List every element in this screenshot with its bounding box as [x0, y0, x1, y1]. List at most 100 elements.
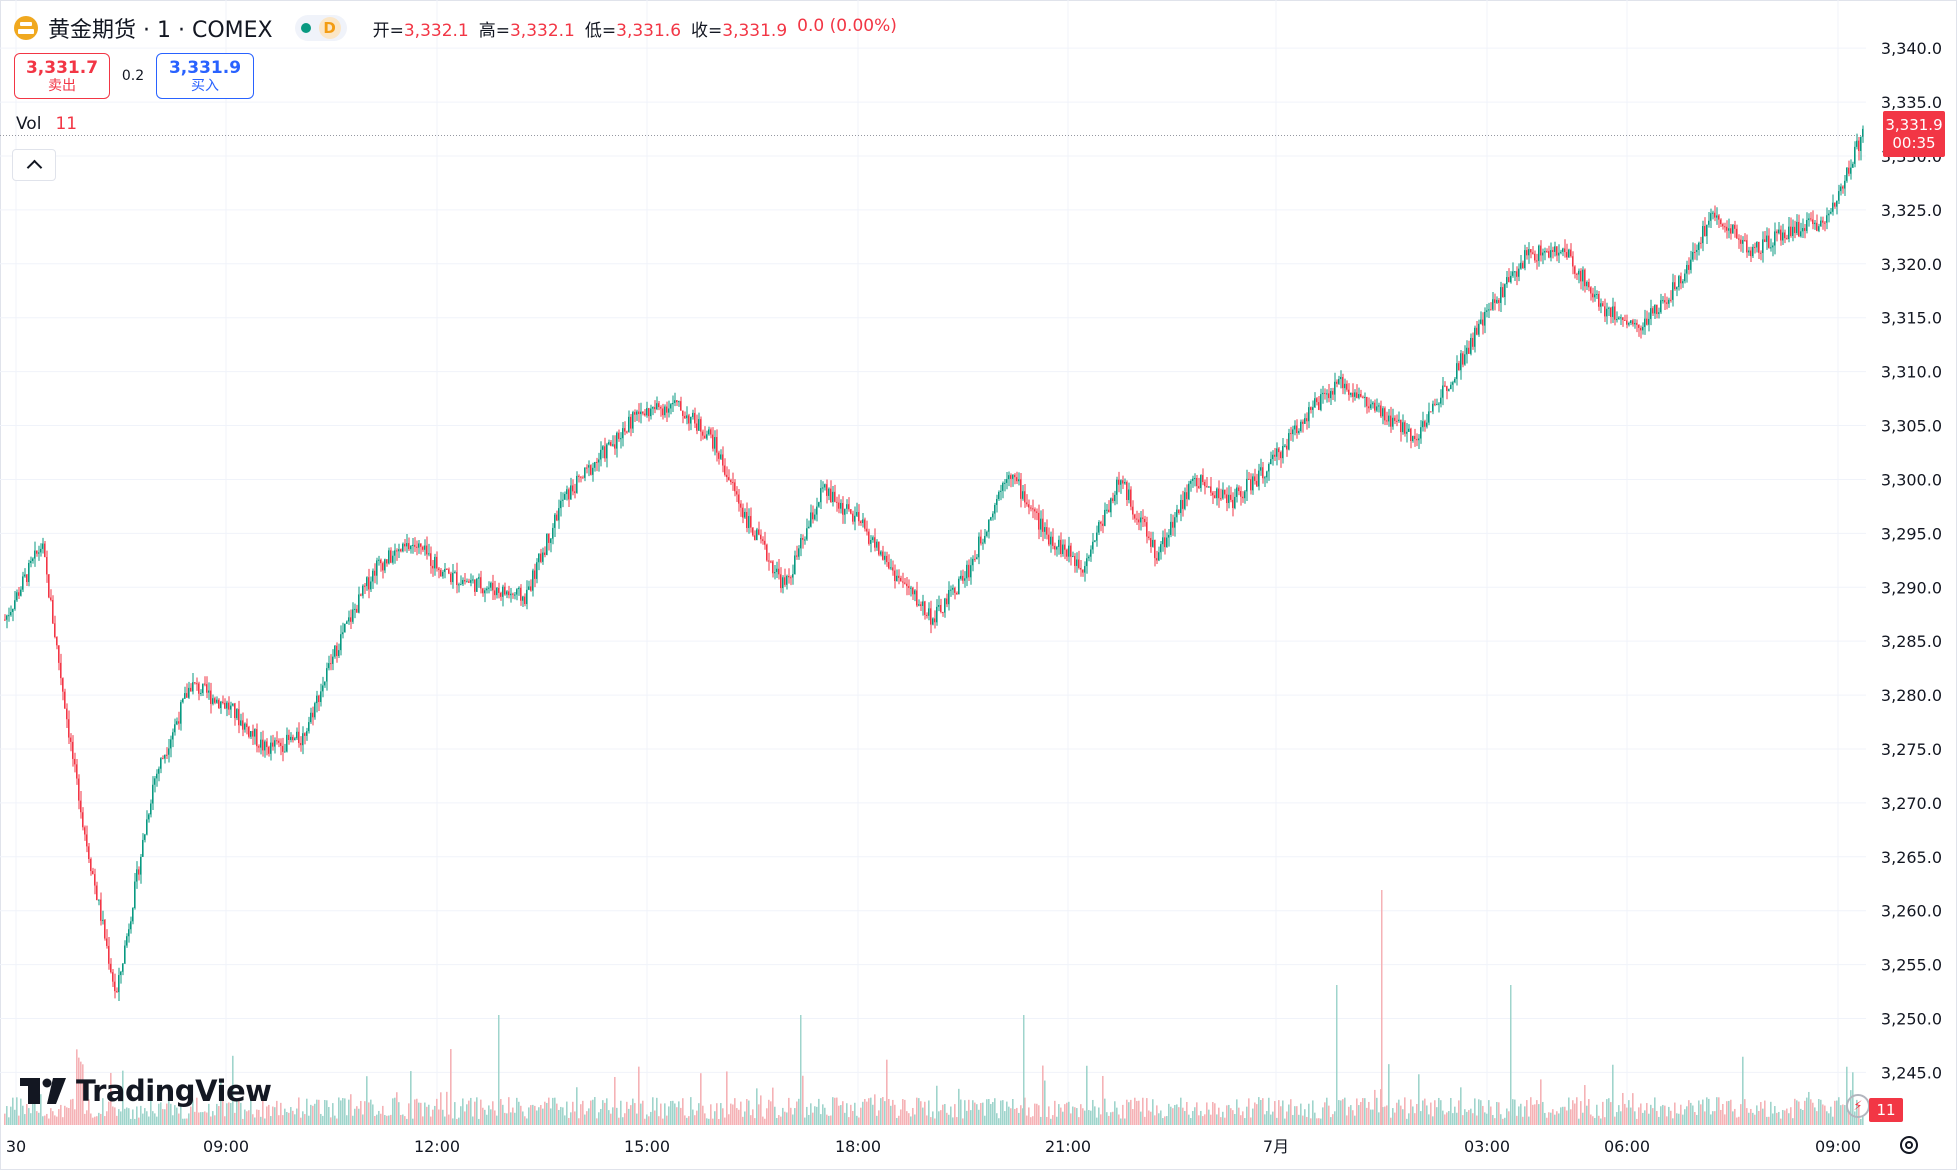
candle-body: [612, 444, 614, 446]
candle-body: [296, 731, 298, 739]
candle-body: [916, 590, 918, 606]
candle-body: [1398, 419, 1400, 422]
volume-bar: [524, 1116, 526, 1125]
candle-body: [726, 474, 728, 478]
volume-bar: [1548, 1112, 1550, 1125]
volume-bar: [1304, 1109, 1306, 1125]
candle-body: [1334, 381, 1336, 395]
candle-body: [534, 570, 536, 579]
symbol-title[interactable]: 黄金期货 · 1 · COMEX: [48, 18, 273, 43]
candle-body: [1156, 558, 1158, 561]
volume-bar: [194, 1111, 196, 1125]
candle-body: [1450, 384, 1452, 390]
candle-body: [740, 503, 742, 508]
candle-body: [440, 569, 442, 577]
candle-body: [324, 681, 326, 686]
volume-bar: [968, 1099, 970, 1125]
volume-bar: [1120, 1118, 1122, 1125]
candle-body: [1544, 251, 1546, 253]
volume-bar: [1360, 1101, 1362, 1125]
volume-bar: [1474, 1098, 1476, 1125]
volume-bar: [346, 1115, 348, 1125]
candle-body: [1566, 252, 1568, 258]
volume-bar: [1112, 1111, 1114, 1125]
candle-body: [354, 608, 356, 610]
candle-body: [1336, 381, 1338, 384]
volume-bar: [896, 1117, 898, 1125]
volume-bar: [1658, 1116, 1660, 1125]
candle-body: [562, 499, 564, 501]
candle-body: [1260, 467, 1262, 471]
candle-body: [432, 565, 434, 569]
volume-bar: [766, 1108, 768, 1125]
candle-body: [1320, 394, 1322, 410]
candle-body: [548, 533, 550, 543]
candle-body: [1484, 311, 1486, 326]
candle-body: [566, 489, 568, 495]
candle-body: [194, 682, 196, 684]
volume-bar: [836, 1097, 838, 1125]
volume-bar: [1482, 1105, 1484, 1125]
volume-bar: [258, 1109, 260, 1125]
volume-bar: [702, 1105, 704, 1125]
candle-body: [258, 746, 260, 748]
volume-bar: [168, 1098, 170, 1125]
candle-body: [932, 618, 934, 625]
data-delay-badge[interactable]: D: [318, 17, 341, 39]
volume-bar: [1760, 1102, 1762, 1125]
price-chart[interactable]: [0, 0, 1870, 1125]
collapse-legend-button[interactable]: [12, 149, 56, 181]
volume-bar: [1202, 1116, 1204, 1125]
candle-body: [674, 400, 676, 403]
volume-bar: [572, 1101, 574, 1125]
volume-bar: [504, 1112, 506, 1125]
volume-bar: [1742, 1056, 1744, 1125]
volume-bar: [134, 1118, 136, 1125]
candle-body: [1246, 478, 1248, 492]
candle-body: [500, 592, 502, 597]
candle-body: [456, 572, 458, 585]
candle-body: [544, 552, 546, 555]
volume-bar: [1028, 1107, 1030, 1125]
candle-body: [1522, 262, 1524, 269]
volume-bar: [1696, 1114, 1698, 1125]
volume-bar: [354, 1108, 356, 1125]
volume-bar: [30, 1113, 32, 1125]
candle-body: [318, 695, 320, 703]
candle-body: [490, 582, 492, 588]
lightning-icon[interactable]: ⚡: [1846, 1094, 1870, 1118]
candle-body: [766, 544, 768, 561]
candle-body: [1394, 417, 1396, 421]
volume-bar: [1488, 1100, 1490, 1125]
volume-bar: [590, 1100, 592, 1125]
volume-bar: [318, 1099, 320, 1125]
buy-button[interactable]: 3,331.9 买入: [156, 53, 254, 99]
chevron-up-icon: [26, 159, 42, 176]
candle-body: [946, 598, 948, 605]
volume-bar: [1088, 1110, 1090, 1125]
settings-icon[interactable]: [1896, 1132, 1922, 1158]
market-status[interactable]: D: [294, 15, 347, 41]
volume-bar: [726, 1071, 728, 1125]
volume-bar: [1584, 1085, 1586, 1125]
volume-bar: [1700, 1104, 1702, 1125]
candle-body: [1616, 319, 1618, 321]
candle-body: [842, 502, 844, 515]
volume-bar: [108, 1101, 110, 1125]
candle-body: [644, 413, 646, 416]
candle-body: [602, 446, 604, 450]
candle-body: [1634, 322, 1636, 325]
candle-body: [536, 562, 538, 579]
tradingview-logo[interactable]: TradingView: [20, 1074, 272, 1108]
volume-bar: [176, 1107, 178, 1125]
volume-bar: [1196, 1102, 1198, 1125]
volume-bar: [952, 1117, 954, 1125]
candle-body: [1534, 253, 1536, 261]
volume-bar: [1154, 1115, 1156, 1125]
volume-bar: [10, 1106, 12, 1125]
candle-body: [1352, 392, 1354, 397]
candle-body: [994, 504, 996, 514]
candle-body: [1268, 464, 1270, 472]
sell-button[interactable]: 3,331.7 卖出: [14, 53, 110, 99]
candle-body: [1486, 310, 1488, 312]
